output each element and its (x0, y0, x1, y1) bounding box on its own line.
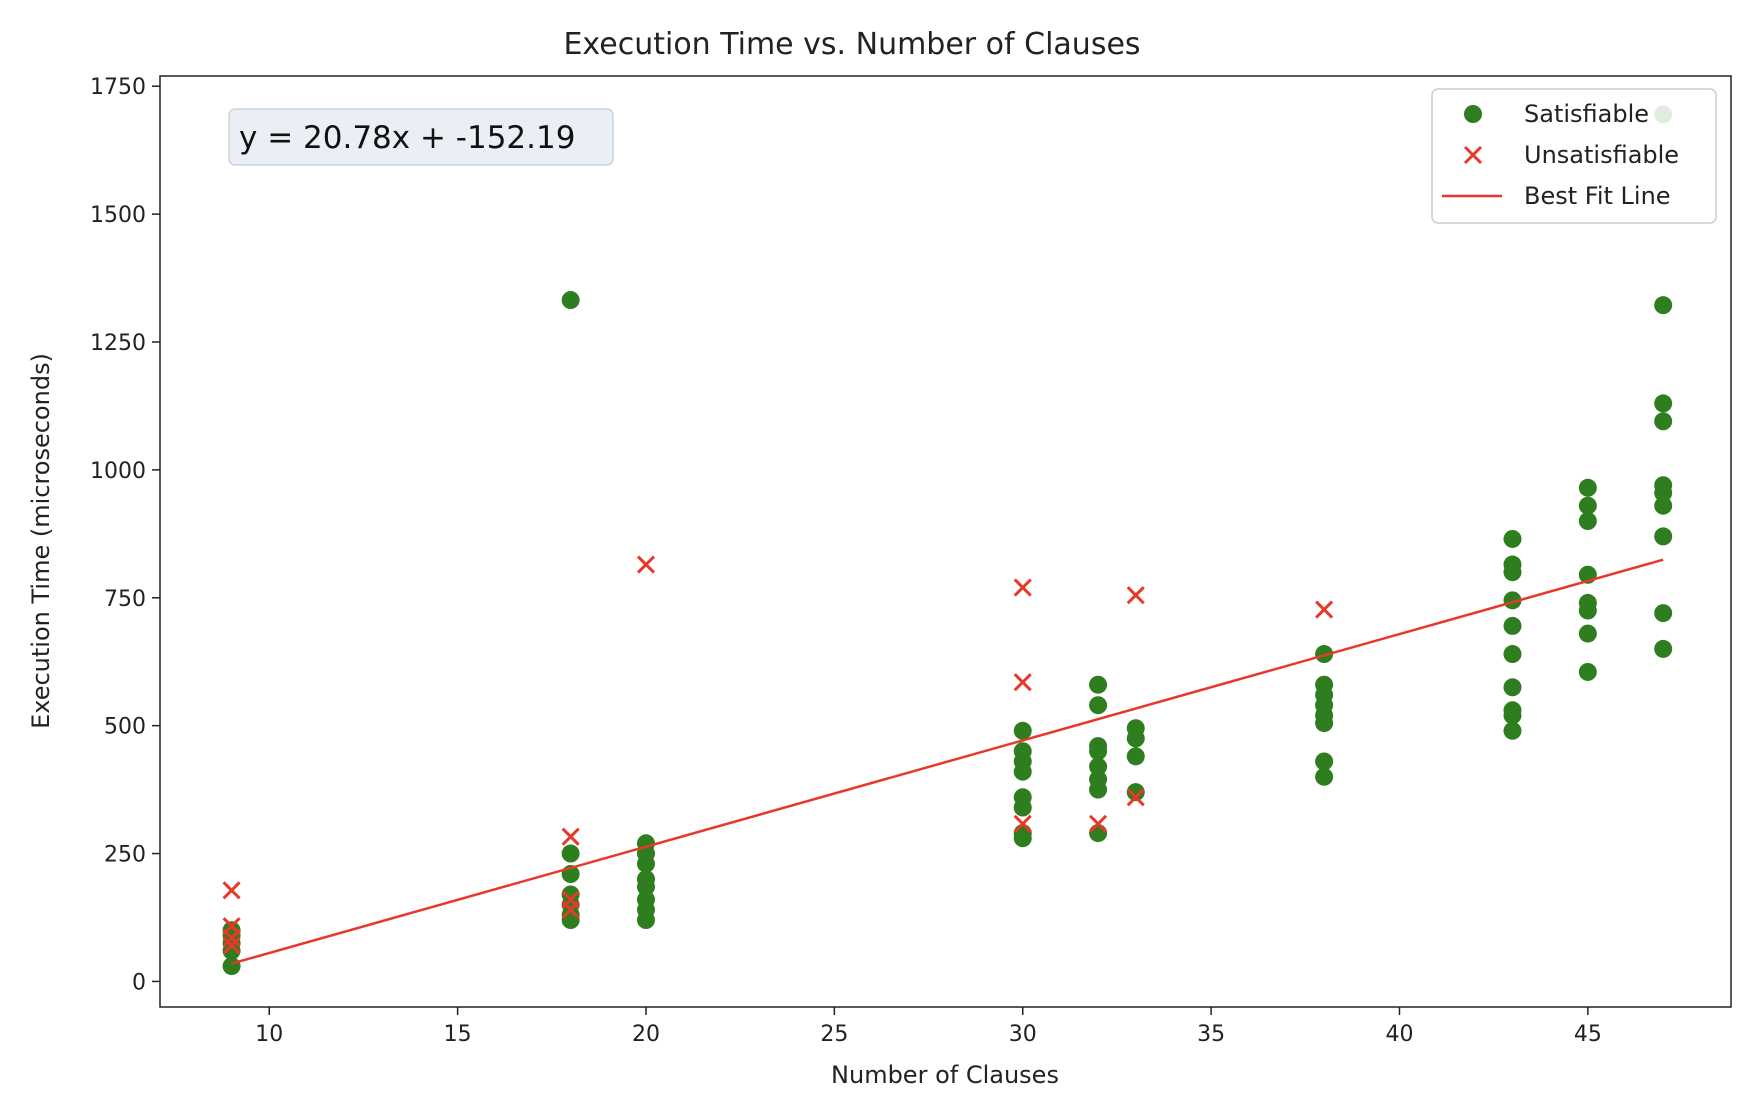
satisfiable-point (1089, 824, 1108, 843)
unsatisfiable-point (1126, 788, 1145, 807)
satisfiable-point (1089, 780, 1108, 799)
equation-box (228, 108, 614, 166)
plot-area (160, 76, 1731, 1007)
satisfiable-point (1578, 624, 1597, 643)
satisfiable-point (636, 877, 655, 896)
x-tick-label: 10 (255, 1022, 283, 1047)
legend-satisfiable-label: Satisfiable (1524, 100, 1649, 128)
satisfiable-point (1503, 529, 1522, 548)
satisfiable-point (1503, 678, 1522, 697)
satisfiable-point (1503, 721, 1522, 740)
x-axis-label: Number of Clauses (831, 1061, 1059, 1089)
legend-fit-line-label: Best Fit Line (1524, 182, 1671, 210)
unsatisfiable-point (1013, 673, 1032, 692)
x-tick-label: 20 (632, 1022, 660, 1047)
y-tick-label: 1750 (90, 75, 146, 100)
satisfiable-point (1315, 714, 1334, 733)
satisfiable-point (561, 844, 580, 863)
satisfiable-point (1315, 767, 1334, 786)
satisfiable-point (1654, 527, 1673, 546)
satisfiable-point (1089, 696, 1108, 715)
fit-line-layer (231, 558, 1664, 965)
satisfiable-point (1578, 478, 1597, 497)
satisfiable-point (1578, 496, 1597, 515)
satisfiable-point (1503, 616, 1522, 635)
x-tick-label: 30 (1009, 1022, 1037, 1047)
unsatisfiable-point (222, 881, 241, 900)
legend-unsatisfiable-marker (1463, 145, 1483, 165)
chart-title: Execution Time vs. Number of Clauses (563, 27, 1140, 62)
satisfiable-point (1578, 662, 1597, 681)
satisfiable-point (1013, 798, 1032, 817)
satisfiable-point (1503, 645, 1522, 664)
plot-frame (159, 75, 1732, 1008)
satisfiable-point (1503, 706, 1522, 725)
y-tick-label: 1500 (90, 203, 146, 228)
satisfiable-point (1013, 721, 1032, 740)
legend: Satisfiable Unsatisfiable Best Fit Line (1431, 88, 1717, 224)
satisfiable-point (1013, 762, 1032, 781)
y-tick-label: 1250 (90, 331, 146, 356)
best-fit-line (231, 558, 1664, 965)
satisfiable-point (636, 854, 655, 873)
satisfiable-point (222, 957, 241, 976)
satisfiable-point (1654, 604, 1673, 623)
satisfiable-point (1126, 783, 1145, 802)
x-axis-ticks: 10 15 20 25 30 35 40 45 (255, 1007, 1602, 1047)
legend-unsatisfiable-label: Unsatisfiable (1524, 141, 1679, 169)
legend-satisfiable-marker (1464, 105, 1482, 123)
y-tick-label: 500 (104, 715, 146, 740)
x-tick-label: 15 (444, 1022, 472, 1047)
unsatisfiable-point (636, 555, 656, 574)
satisfiable-point (1578, 512, 1597, 531)
satisfiable-point (1315, 752, 1334, 771)
satisfiable-point (1578, 601, 1597, 620)
unsatisfiable-point (1013, 814, 1032, 833)
x-tick-label: 25 (820, 1022, 848, 1047)
unsatisfiable-point (1126, 586, 1145, 605)
unsatisfiable-point (561, 900, 580, 919)
unsatisfiable-point (1089, 814, 1108, 833)
points-layer (222, 105, 1673, 976)
unsatisfiable-point (1013, 578, 1032, 597)
y-tick-label: 250 (104, 843, 146, 868)
satisfiable-point (1315, 645, 1334, 664)
equation-text: y = 20.78x + -152.19 (239, 120, 575, 156)
x-tick-label: 35 (1197, 1022, 1225, 1047)
satisfiable-point (561, 291, 580, 310)
satisfiable-point (1089, 757, 1108, 776)
satisfiable-point (1089, 675, 1108, 694)
y-axis-label: Execution Time (microseconds) (27, 353, 55, 729)
satisfiable-point (561, 911, 580, 930)
y-axis-ticks: 0 250 500 750 1000 1250 1500 1750 (90, 75, 160, 995)
satisfiable-point (1126, 747, 1145, 766)
satisfiable-point (1654, 296, 1673, 315)
satisfiable-point (1503, 563, 1522, 582)
x-tick-label: 45 (1574, 1022, 1602, 1047)
unsatisfiable-point (222, 936, 241, 955)
satisfiable-point (1126, 729, 1145, 748)
satisfiable-point (1654, 483, 1673, 502)
satisfiable-point (636, 911, 655, 930)
satisfiable-point (1013, 829, 1032, 848)
satisfiable-point (1654, 639, 1673, 658)
unsatisfiable-point (1315, 600, 1334, 619)
satisfiable-point (1654, 412, 1673, 431)
x-tick-label: 40 (1385, 1022, 1413, 1047)
satisfiable-point (1089, 742, 1108, 761)
unsatisfiable-point (222, 928, 241, 948)
equation-annotation: y = 20.78x + -152.19 (228, 108, 614, 166)
legend-box (1431, 88, 1717, 224)
satisfiable-point (1654, 496, 1673, 515)
unsatisfiable-point (561, 827, 580, 846)
y-tick-label: 1000 (90, 459, 146, 484)
y-tick-label: 750 (104, 587, 146, 612)
satisfiable-point (1503, 591, 1522, 610)
y-tick-label: 0 (132, 970, 146, 995)
satisfiable-point (1654, 394, 1673, 413)
